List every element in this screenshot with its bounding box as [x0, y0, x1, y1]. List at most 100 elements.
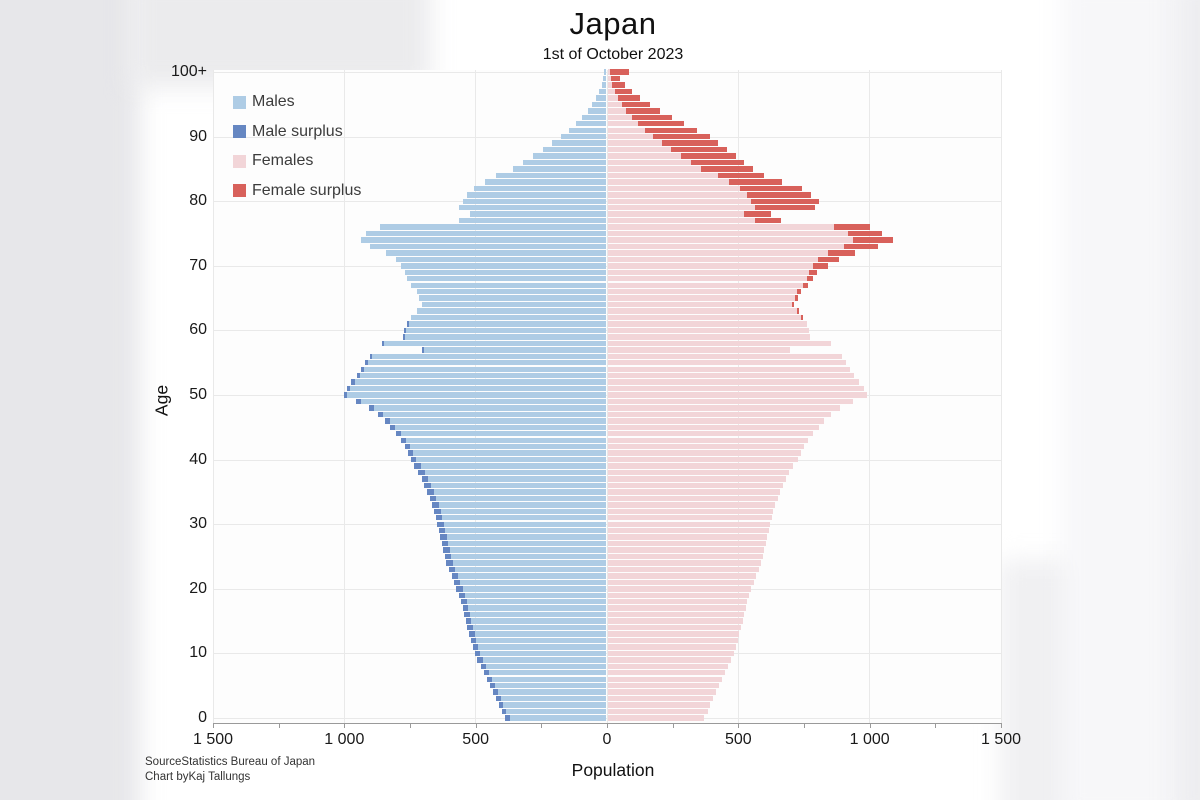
female-bar: [607, 69, 611, 75]
male-surplus-bar: [470, 637, 477, 644]
female-bar: [607, 663, 729, 670]
female-bar: [607, 230, 849, 237]
x-axis-tick: [869, 724, 871, 728]
males-swatch-icon: [233, 95, 246, 109]
female-surplus-bar: [681, 153, 736, 159]
male-bar: [466, 192, 607, 198]
female-bar: [607, 683, 720, 689]
female-bar: [607, 327, 809, 334]
male-bar: [603, 75, 607, 82]
male-surplus-bar: [437, 521, 444, 527]
female-bar: [607, 101, 622, 108]
male-surplus-bar: [402, 334, 405, 340]
male-bar: [601, 82, 607, 88]
females-swatch-icon: [233, 154, 246, 168]
male-surplus-bar: [465, 618, 472, 624]
male-bar: [416, 308, 607, 314]
female-bar: [607, 340, 831, 347]
female-surplus-bar: [801, 314, 804, 321]
male-surplus-bar: [440, 534, 447, 540]
male-surplus-bar: [464, 611, 470, 618]
male-bar: [383, 411, 607, 418]
male-bar: [436, 495, 607, 502]
gridline-horizontal: [213, 330, 1001, 332]
male-bar: [365, 230, 607, 237]
female-bar: [607, 353, 842, 359]
female-bar: [607, 198, 751, 204]
male-bar: [463, 198, 607, 204]
male-bar: [404, 269, 607, 276]
male-bar: [367, 360, 607, 366]
female-surplus-bar: [612, 82, 626, 88]
gridline-vertical: [1000, 70, 1002, 723]
male-surplus-bar: [400, 437, 406, 443]
female-bar: [607, 631, 740, 637]
female-bar: [607, 379, 860, 385]
male-bar: [419, 295, 607, 301]
male-surplus-bar: [365, 360, 368, 366]
x-axis-tick: [935, 724, 937, 728]
female-surplus-bar: [802, 282, 808, 288]
female-bar: [607, 211, 745, 217]
female-bar: [607, 385, 865, 392]
female-bar: [607, 650, 734, 657]
female-bar: [607, 670, 725, 676]
male-bar: [400, 431, 607, 437]
credit-line: Chart byKaj Tallungs: [145, 771, 251, 783]
female-surplus-bar: [848, 230, 883, 237]
female-bar: [607, 172, 719, 179]
male-bar: [395, 424, 607, 431]
female-surplus-bar: [754, 217, 782, 224]
male-bar: [385, 250, 607, 256]
gridline-horizontal: [213, 136, 1001, 138]
male-bar: [433, 489, 607, 495]
female-surplus-bar: [744, 211, 771, 217]
male-bar: [458, 573, 607, 579]
male-surplus-bar: [449, 566, 456, 573]
female-bar: [607, 534, 768, 540]
male-bar: [369, 243, 607, 250]
female-bar: [607, 366, 850, 372]
male-bar: [396, 256, 607, 263]
female-bar: [607, 269, 809, 276]
gridline-vertical: [212, 70, 214, 723]
male-bar: [494, 683, 607, 689]
male-surplus-bar: [434, 508, 441, 514]
male-bar: [359, 372, 607, 379]
male-surplus-bar: [468, 631, 475, 637]
male-bar: [407, 321, 607, 327]
male-surplus-bar: [460, 599, 467, 605]
male-bar: [506, 708, 607, 715]
male-bar: [455, 566, 607, 573]
female-bar: [607, 392, 868, 398]
male-bar: [542, 146, 607, 153]
female-bar: [607, 192, 747, 198]
gridline-vertical: [869, 70, 871, 723]
male-bar: [440, 508, 607, 514]
male-bar: [448, 540, 607, 547]
legend-item-female-surplus: Female surplus: [233, 180, 361, 202]
x-axis-tick: [672, 724, 674, 728]
male-bar: [411, 314, 607, 321]
female-bar: [607, 166, 702, 172]
male-surplus-bar: [404, 327, 407, 334]
female-bar: [607, 153, 682, 159]
male-bar: [552, 140, 607, 146]
female-surplus-bar: [853, 237, 893, 243]
backdrop-right-edge: [1176, 0, 1200, 800]
female-surplus-bar: [809, 269, 817, 276]
male-surplus-bar: [407, 321, 410, 327]
male-bar: [373, 405, 607, 411]
backdrop-left-band: [0, 0, 140, 800]
male-bar: [360, 237, 607, 243]
female-bar: [607, 489, 781, 495]
female-bar: [607, 547, 765, 553]
male-bar: [599, 88, 607, 95]
female-bar: [607, 463, 793, 469]
female-bar: [607, 140, 662, 146]
female-bar: [607, 702, 711, 708]
male-bar: [476, 637, 607, 644]
male-surplus-bar: [395, 431, 401, 437]
male-surplus-bar: [443, 547, 450, 553]
